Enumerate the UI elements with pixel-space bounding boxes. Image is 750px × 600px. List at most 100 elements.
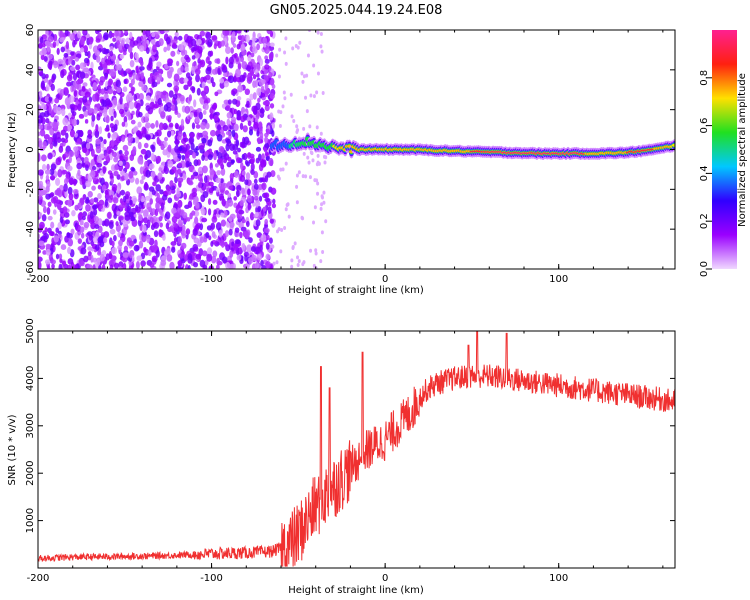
spectrogram-cell	[217, 124, 222, 131]
spectrogram-cell	[234, 170, 239, 178]
spectrogram-cell	[284, 161, 288, 166]
spectrogram-cell	[79, 226, 85, 233]
spectrogram-cell	[187, 76, 193, 81]
spectrogram-cell	[204, 156, 209, 162]
spectrogram-cell	[169, 225, 174, 232]
figure-title: GN05.2025.044.19.24.E08	[270, 3, 443, 18]
spectrogram-cell	[96, 30, 102, 33]
spectrogram-cell	[261, 79, 266, 84]
spectrogram-cell	[90, 170, 96, 178]
spectrogram-cell	[278, 47, 282, 52]
spectrogram-cell	[120, 189, 126, 196]
spectrogram-cell	[83, 255, 89, 263]
spectrogram-cell	[174, 145, 180, 153]
spectrogram-cell	[127, 45, 133, 53]
spectrogram-cell	[289, 92, 293, 97]
spectrogram-cell	[48, 63, 53, 71]
spectrogram-cell	[133, 238, 137, 244]
spectrogram-cell	[245, 220, 250, 228]
spectrogram-cell	[174, 169, 179, 178]
spectrogram-cell	[220, 212, 225, 218]
spectrogram-cell	[226, 111, 233, 119]
spectrogram-cell	[81, 215, 86, 221]
spectrogram-cell	[46, 265, 51, 269]
spectrogram-cell	[81, 157, 85, 162]
spectrogram-cell	[53, 104, 58, 113]
spectrogram-cell	[257, 205, 262, 213]
spectrogram-cell	[53, 60, 58, 69]
spectrogram-cell	[167, 160, 174, 168]
spectrogram-cell	[113, 262, 120, 269]
spectrogram-cell	[202, 110, 207, 116]
spectrogram-panel: -200 -100 0 100 60 40 20 0 -20 -40 -60 Height of …	[7, 24, 676, 296]
colorbar: 0.0 0.2 0.4 0.6 0.8 Normalized spectral ampl…	[699, 30, 748, 277]
spectrogram-cell	[39, 112, 46, 118]
spectrogram-cell	[209, 167, 215, 176]
spectrogram-cell	[312, 94, 316, 99]
spectrogram-cell	[181, 147, 188, 154]
x-tick-label: -200	[27, 573, 50, 584]
spectrogram-cell	[184, 54, 190, 61]
colorbar-tick-label: 0.8	[699, 70, 710, 86]
spectrogram-cell	[65, 132, 69, 140]
spectrogram-cell	[66, 264, 72, 269]
spectrogram-cell	[58, 145, 64, 153]
spectrogram-cell	[127, 113, 132, 121]
spectrogram-cell	[144, 134, 151, 140]
spectrogram-cell	[108, 189, 115, 197]
spectrogram-cell	[193, 99, 197, 108]
spectrogram-cell	[210, 129, 216, 137]
spectrogram-cell	[55, 177, 61, 186]
spectrogram-cell	[205, 56, 210, 64]
spectrogram-cell	[204, 151, 209, 157]
spectrogram-cell	[195, 253, 202, 260]
spectrogram-cell	[42, 250, 47, 255]
spectrogram-cell	[112, 151, 117, 158]
spectrogram-cell	[55, 131, 61, 140]
spectrogram-cell	[84, 91, 91, 98]
spectrogram-cell	[241, 187, 245, 196]
spectrogram-cell	[101, 47, 107, 55]
spectrogram-cell	[260, 159, 267, 168]
spectrogram-cell	[154, 208, 159, 217]
spectrogram-cell	[59, 37, 65, 43]
spectrogram-cell	[141, 234, 147, 243]
spectrogram-cell	[195, 201, 200, 209]
spectrogram-ridge-cell	[671, 143, 675, 147]
spectrogram-cell	[178, 77, 185, 84]
spectrogram-cell	[114, 30, 119, 37]
spectrogram-cell	[264, 151, 269, 157]
spectrogram-cell	[81, 86, 86, 92]
spectrogram-cell	[107, 132, 111, 139]
spectrogram-cell	[290, 264, 294, 269]
spectrogram-cell	[218, 229, 223, 238]
spectrogram-cell	[45, 74, 49, 79]
spectrogram-cell	[178, 146, 183, 152]
spectrogram-cell	[321, 90, 325, 95]
spectrogram-cell	[117, 64, 123, 71]
spectrogram-cell	[78, 113, 85, 119]
spectrogram-cell	[187, 264, 191, 269]
spectrogram-cell	[278, 123, 282, 128]
spectrogram-cell	[292, 119, 296, 124]
spectrogram-cell	[92, 204, 98, 210]
spectrogram-cell	[189, 132, 195, 139]
spectrogram-cell	[45, 83, 50, 92]
spectrogram-cell	[209, 50, 214, 57]
spectrogram-cell	[275, 53, 279, 58]
spectrogram-cell	[95, 124, 99, 133]
spectrogram-cell	[234, 239, 241, 245]
spectrogram-cell	[113, 234, 117, 242]
spectrogram-cell	[176, 187, 180, 195]
spectrogram-cell	[185, 160, 190, 168]
spectrogram-cell	[63, 87, 69, 92]
spectrogram-cell	[116, 103, 121, 111]
spectrogram-cell	[117, 231, 122, 238]
spectrogram-cell	[108, 30, 113, 39]
spectrogram-cell	[151, 81, 158, 88]
spectrogram-cell	[212, 250, 218, 258]
spectrogram-cell	[105, 253, 110, 261]
spectrogram-cell	[79, 219, 84, 226]
spectrogram-cell	[149, 101, 155, 110]
spectrogram-cell	[91, 185, 96, 191]
